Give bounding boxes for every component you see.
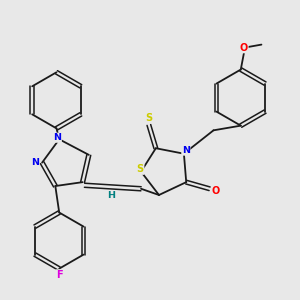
Text: S: S: [137, 164, 144, 174]
Text: N: N: [53, 133, 61, 142]
Text: N: N: [182, 146, 190, 155]
Text: O: O: [212, 186, 220, 196]
Text: F: F: [56, 270, 62, 280]
Text: H: H: [107, 191, 115, 200]
Text: S: S: [145, 113, 152, 123]
Text: N: N: [31, 158, 39, 167]
Text: O: O: [240, 43, 248, 53]
